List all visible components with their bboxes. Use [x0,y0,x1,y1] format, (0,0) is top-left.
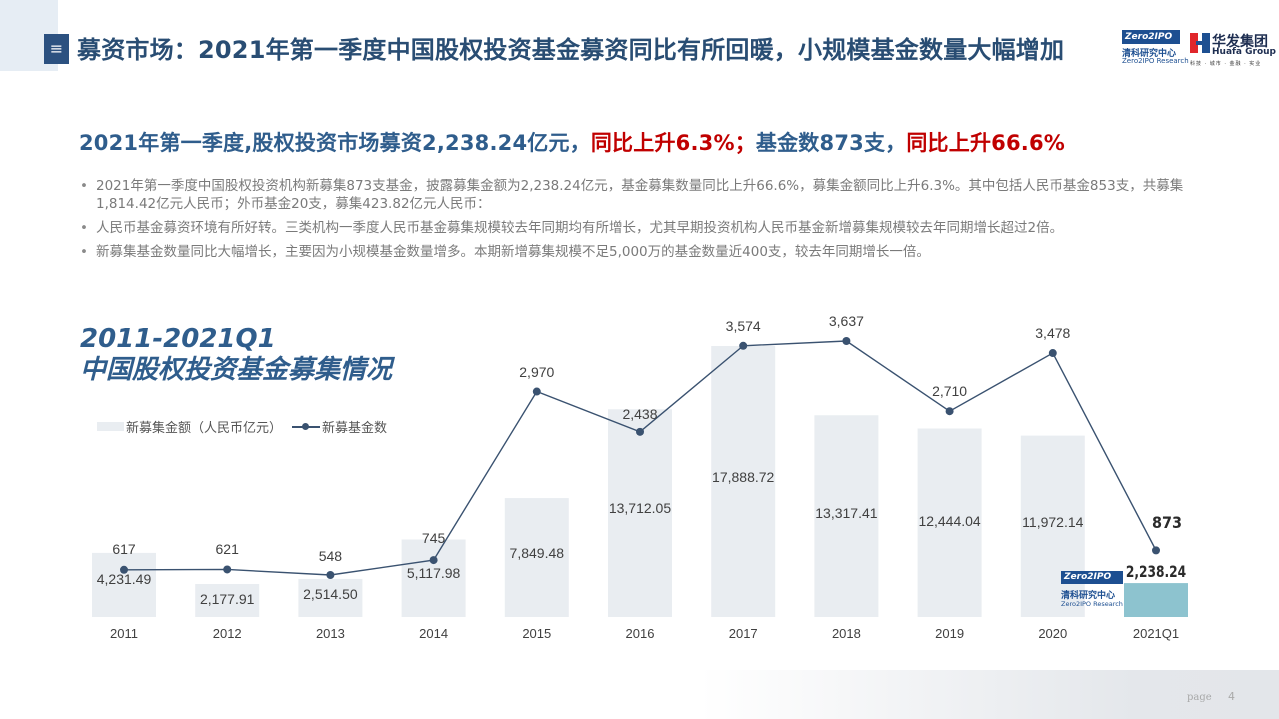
bar-value-label: 11,972.14 [1022,514,1083,530]
watermark-cn: 清科研究中心 [1061,591,1116,601]
line-marker [223,565,232,574]
line-marker [739,341,748,350]
line-marker [326,571,335,579]
huafa-logo-en: Huafa Group [1212,47,1276,57]
zero2ipo-logo-en: Zero2IPO Research [1122,57,1189,65]
line-marker [429,556,438,565]
x-axis-label: 2014 [419,626,448,641]
line-value-label: 2,970 [519,364,554,380]
chart-title-line-2: 中国股权投资基金募集情况 [80,355,393,385]
legend-bar-swatch-icon [97,422,124,431]
x-axis-label: 2016 [626,626,655,641]
bar-value-label: 12,444.04 [918,513,980,529]
x-axis-label: 2015 [522,626,551,641]
line-marker [1048,349,1057,358]
bar-value-label: 13,317.41 [815,505,877,521]
legend-line-label: 新募基金数 [322,421,388,436]
line-value-label: 3,574 [726,318,761,334]
bar-value-label: 2,514.50 [303,586,358,602]
bullet-item: 人民币基金募资环境有所好转。三类机构一季度人民币基金募集规模较去年同期均有所增长… [78,219,1188,237]
legend-bar-label: 新募集金额（人民币亿元） [126,421,283,436]
x-axis-label: 2012 [213,626,242,641]
bar-series [92,346,1188,617]
line-marker [945,407,954,416]
line-value-label: 621 [216,541,240,557]
bar [401,539,466,617]
bar-value-label: 2,177.91 [200,591,255,607]
bar [504,498,569,617]
x-axis-labels: 2011 2012 2013 2014 2015 2016 2017 2018 2019 2020… [110,626,1179,641]
bullet-item: 2021年第一季度中国股权投资机构新募集873支基金，披露募集金额为2,238.… [78,177,1188,213]
bar [814,415,879,617]
x-axis-label: 2011 [110,626,138,641]
zero2ipo-logo-cn: 清科研究中心 [1122,49,1177,59]
page-number: 4 [1228,690,1235,703]
line-value-label: 745 [422,530,446,546]
menu-icon[interactable]: ≡ [44,34,69,64]
watermark-box: Zero2IPO [1061,571,1123,584]
watermark-en: Zero2IPO Research [1061,600,1123,608]
bar [917,428,982,617]
line-marker [120,565,128,574]
huafa-mark-icon [1190,33,1210,53]
bar [711,346,776,617]
headline-part-1: 2021年第一季度,股权投资市场募资2,238.24亿元， [79,131,591,155]
chart-legend: 新募集金额（人民币亿元） 新募基金数 [97,417,387,436]
bar [1124,583,1188,617]
line-marker [1152,546,1160,555]
zero2ipo-logo-box: Zero2IPO [1122,30,1180,44]
bullet-list: 2021年第一季度中国股权投资机构新募集873支基金，披露募集金额为2,238.… [78,177,1188,267]
page-title: 募资市场：2021年第一季度中国股权投资基金募资同比有所回暖，小规模基金数量大幅… [77,36,1065,64]
line-marker [636,427,644,436]
bar [92,552,156,617]
line-value-label: 2,710 [932,383,967,399]
line-value-label: 3,637 [829,313,864,329]
line-marker [842,337,851,345]
x-axis-label: 2013 [316,626,345,641]
bar [1020,435,1085,617]
huafa-logo-cn: 华发集团 [1212,34,1268,50]
line-value-label: 548 [319,548,343,564]
data-labels: 4,231.49 2,177.91 2,514.50 5,117.98 7,849.48… [97,313,1186,607]
huafa-logo: 华发集团 Huafa Group 科技 · 城市 · 金融 · 实业 [1190,30,1278,70]
x-axis-label: 2021Q1 [1133,626,1179,641]
zero2ipo-logo: Zero2IPO 清科研究中心 Zero2IPO Research [1120,28,1189,68]
bar [298,578,363,617]
bar-value-label: 17,888.72 [712,469,774,485]
footer-band [700,670,1279,719]
bar [608,409,672,617]
line-value-label: 3,478 [1035,325,1070,341]
x-axis-label: 2018 [832,626,861,641]
bar-value-label: 13,712.05 [609,500,671,516]
bullet-item: 新募集基金数量同比大幅增长，主要因为小规模基金数量增多。本期新增募集规模不足5,… [78,243,1188,261]
page-label: page [1187,692,1212,703]
headline-part-2: 同比上升6.3%； [590,131,756,155]
headline: 2021年第一季度,股权投资市场募资2,238.24亿元，同比上升6.3%；基金… [79,127,1065,157]
headline-part-3: 基金数873支， [755,131,907,155]
bar-value-label: 7,849.48 [510,545,565,561]
legend-line-swatch-icon [292,421,321,433]
x-axis-label: 2019 [935,626,964,641]
bar-value-label: 2,238.24 [1126,563,1186,581]
chart-title-line-1: 2011-2021Q1 [80,324,276,354]
bar-value-label: 5,117.98 [407,565,461,581]
line-series [120,337,1160,579]
line-marker [532,387,541,396]
line-value-label: 873 [1152,513,1182,532]
huafa-tagline: 科技 · 城市 · 金融 · 实业 [1190,61,1262,67]
zero2ipo-watermark: Zero2IPO 清科研究中心 Zero2IPO Research [1061,571,1127,615]
bar-value-label: 4,231.49 [97,571,152,587]
chart-title: 2011-2021Q1 中国股权投资基金募集情况 [80,324,392,386]
headline-part-4: 同比上升66.6% [906,131,1065,155]
line-value-label: 617 [112,541,136,557]
x-axis-label: 2017 [729,626,758,641]
x-axis-label: 2020 [1038,626,1067,641]
line-value-label: 2,438 [622,406,657,422]
bar [195,584,260,617]
